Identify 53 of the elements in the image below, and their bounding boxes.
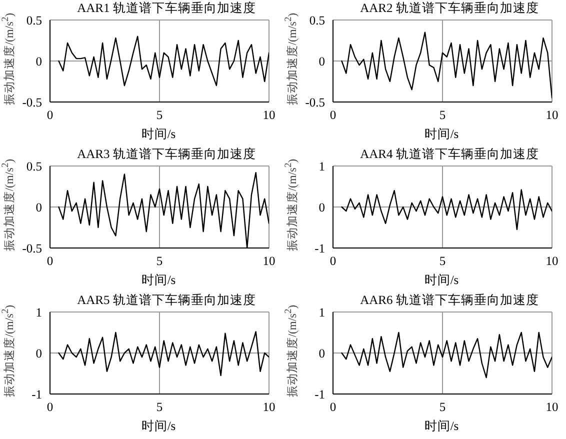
x-axis-title: 时间/s: [423, 418, 460, 435]
y-tick-label: 0: [36, 200, 42, 214]
line-series: [58, 331, 269, 376]
x-axis-title: 时间/s: [140, 272, 177, 289]
chart-title: AAR1 轨道谱下车辆垂向加速度: [76, 0, 257, 17]
x-tick-label: 0: [330, 108, 336, 122]
line-series: [341, 189, 552, 230]
y-tick-label: -0.5: [22, 95, 42, 110]
x-tick-label: 0: [46, 254, 54, 268]
chart-title: AAR6 轨道谱下车辆垂向加速度: [359, 292, 540, 309]
line-series: [341, 332, 552, 378]
x-tick-label: 5: [439, 108, 446, 122]
x-tick-label: 10: [546, 254, 558, 268]
chart-title: AAR2 轨道谱下车辆垂向加速度: [359, 0, 540, 17]
x-tick-label: 10: [262, 400, 276, 414]
x-tick-label: 5: [156, 400, 163, 414]
x-tick-label: 0: [46, 108, 54, 122]
x-tick-label: 5: [439, 400, 446, 414]
y-tick-label: 0: [318, 346, 325, 360]
x-tick-label: 10: [546, 400, 558, 414]
x-tick-label: 0: [330, 254, 336, 268]
x-tick-label: 5: [439, 254, 446, 268]
y-tick-label: -1: [314, 387, 325, 402]
y-tick-label: -0.5: [22, 241, 42, 256]
x-tick-label: 5: [156, 254, 163, 268]
y-tick-label: 0: [318, 200, 325, 214]
x-tick-label: 10: [262, 108, 276, 122]
line-series: [58, 36, 269, 86]
y-tick-label: 0: [36, 346, 42, 360]
x-tick-label: 0: [46, 400, 54, 414]
y-tick-label: 1: [318, 159, 325, 174]
x-tick-label: 5: [156, 108, 163, 122]
x-axis-title: 时间/s: [140, 418, 177, 435]
y-tick-label: 0: [36, 54, 42, 68]
y-tick-label: 1: [36, 305, 42, 320]
chart-title: AAR5 轨道谱下车辆垂向加速度: [76, 292, 257, 309]
y-tick-label: -0.5: [305, 95, 325, 110]
x-axis-title: 时间/s: [423, 272, 460, 289]
y-tick-label: 0.5: [309, 13, 325, 28]
x-tick-label: 0: [330, 400, 336, 414]
x-axis-title: 时间/s: [423, 126, 460, 143]
line-series: [341, 32, 552, 98]
x-tick-label: 10: [262, 254, 276, 268]
chart-title: AAR4 轨道谱下车辆垂向加速度: [359, 146, 540, 163]
y-tick-label: 0.5: [26, 13, 42, 28]
y-tick-label: 0.5: [26, 159, 42, 174]
y-tick-label: 0: [318, 54, 325, 68]
y-tick-label: -1: [314, 241, 325, 256]
chart-title: AAR3 轨道谱下车辆垂向加速度: [76, 146, 257, 163]
x-axis-title: 时间/s: [140, 126, 177, 143]
y-tick-label: -1: [32, 387, 42, 402]
y-tick-label: 1: [318, 305, 325, 320]
x-tick-label: 10: [546, 108, 558, 122]
